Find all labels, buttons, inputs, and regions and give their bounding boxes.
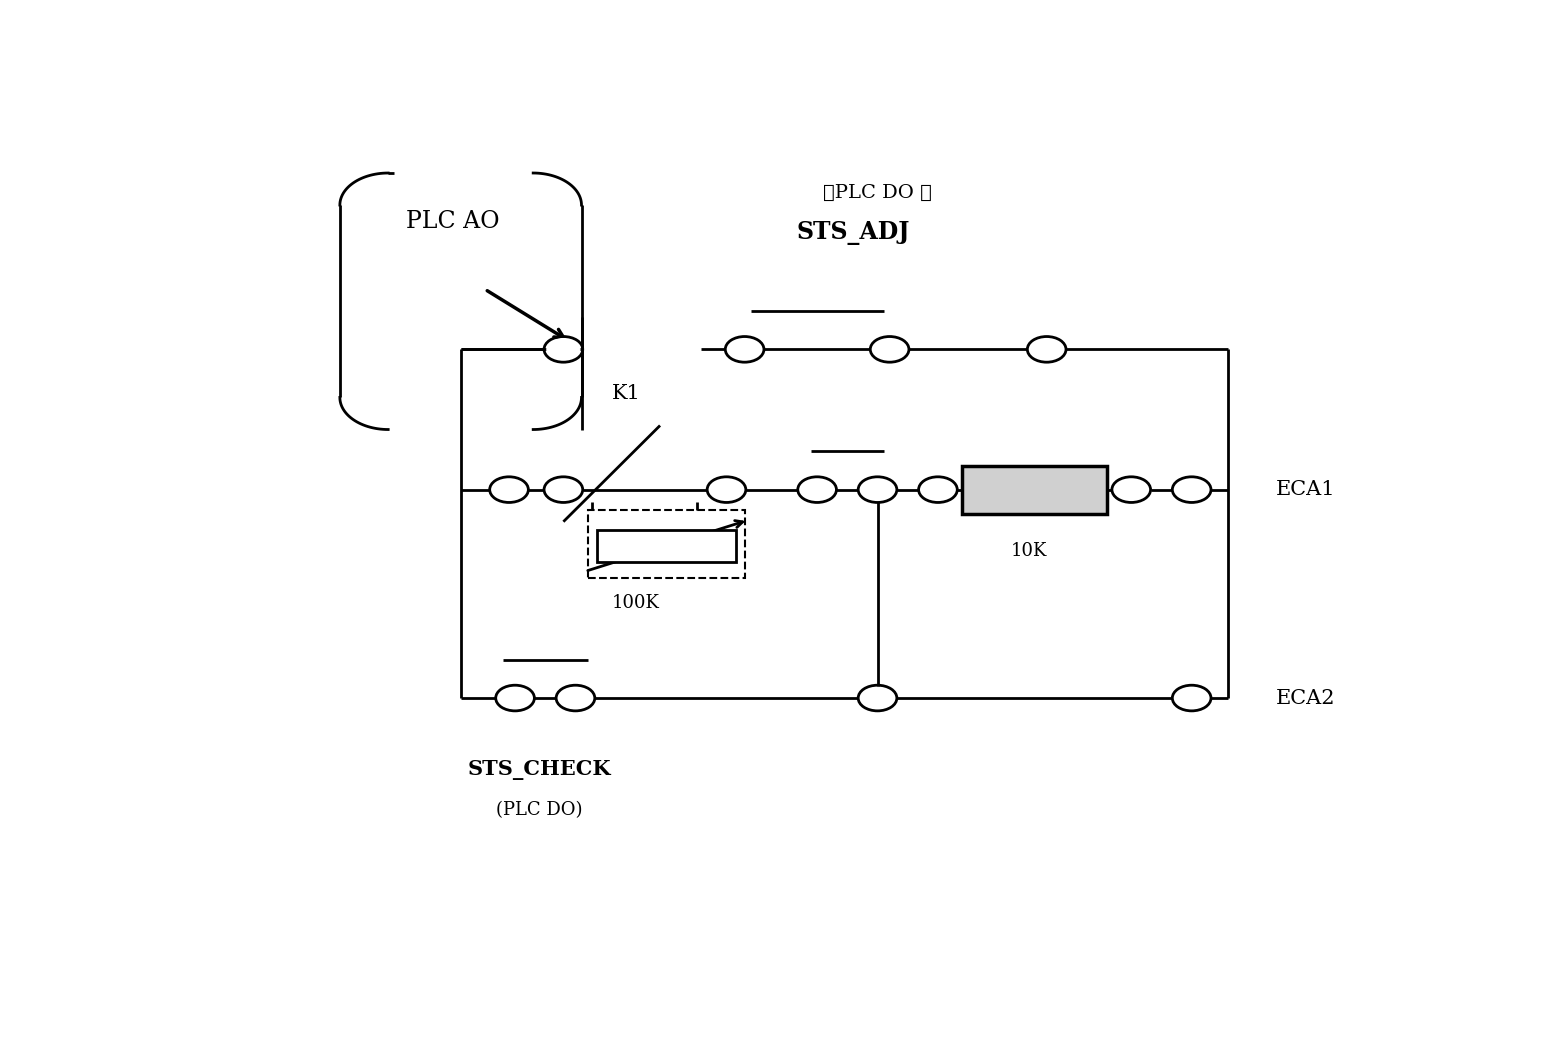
Bar xyxy=(597,530,736,562)
Text: （PLC DO ）: （PLC DO ） xyxy=(823,184,932,202)
Circle shape xyxy=(709,479,744,501)
Text: ECA1: ECA1 xyxy=(1277,480,1336,499)
Text: PLC AO: PLC AO xyxy=(407,209,500,232)
Circle shape xyxy=(1030,338,1063,360)
Text: K1: K1 xyxy=(611,384,641,403)
Text: 10K: 10K xyxy=(1010,541,1046,560)
Circle shape xyxy=(861,687,893,709)
Text: STS_ADJ: STS_ADJ xyxy=(797,221,910,245)
Text: 100K: 100K xyxy=(611,593,659,612)
Text: STS_CHECK: STS_CHECK xyxy=(468,760,611,780)
Bar xyxy=(962,465,1107,513)
Circle shape xyxy=(1175,479,1208,501)
Circle shape xyxy=(1115,479,1147,501)
Circle shape xyxy=(1175,687,1208,709)
Text: (PLC DO): (PLC DO) xyxy=(496,802,583,819)
Circle shape xyxy=(921,479,954,501)
Circle shape xyxy=(801,479,834,501)
Circle shape xyxy=(547,479,580,501)
Circle shape xyxy=(493,479,525,501)
Circle shape xyxy=(728,338,761,360)
Circle shape xyxy=(499,687,532,709)
Bar xyxy=(588,510,745,578)
Circle shape xyxy=(861,479,893,501)
Circle shape xyxy=(873,338,906,360)
Text: ECA2: ECA2 xyxy=(1277,688,1336,708)
Circle shape xyxy=(560,687,592,709)
Circle shape xyxy=(547,338,580,360)
